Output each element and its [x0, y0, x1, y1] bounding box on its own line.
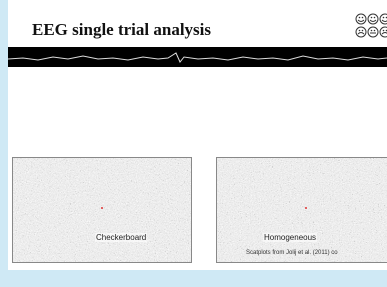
noise-image: Homogeneous [216, 157, 387, 263]
noise-image: Checkerboard [12, 157, 192, 263]
eeg-band [8, 47, 387, 67]
slide-title: EEG single trial analysis [32, 20, 211, 40]
page: EEG single trial analysis Checkerboard H… [0, 0, 387, 287]
panel-label: Homogeneous [263, 233, 317, 242]
slide: EEG single trial analysis Checkerboard H… [8, 0, 387, 270]
smiley-icons [354, 12, 387, 42]
panel-label: Checkerboard [95, 233, 147, 242]
caption: Scatplots from Jolij et al. (2011) co [246, 250, 338, 256]
